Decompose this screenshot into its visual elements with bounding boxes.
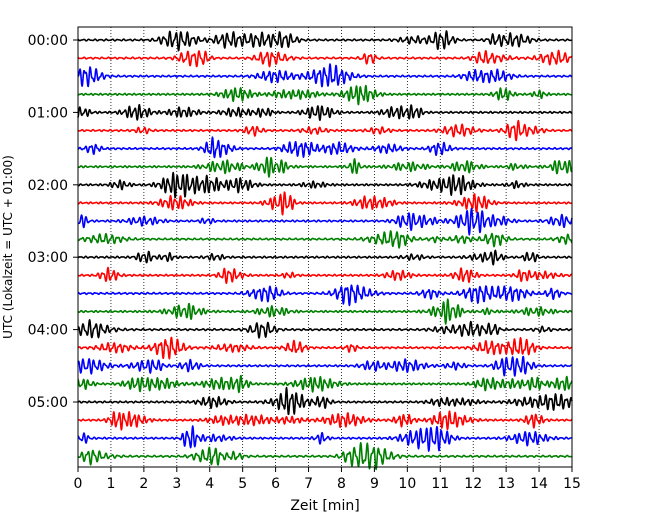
y-axis-label: UTC (Lokalzeit = UTC + 01:00) — [1, 155, 15, 339]
x-tick-label: 4 — [205, 476, 214, 492]
trace-row — [77, 386, 573, 416]
y-axis-ticks: 00:00 01:00 02:00 03:00 04:00 05:00 — [28, 33, 78, 411]
x-tick-label: 12 — [464, 476, 482, 492]
trace-row — [77, 156, 573, 178]
x-tick-label: 13 — [497, 476, 515, 492]
y-tick-label: 03:00 — [28, 250, 68, 266]
trace-row — [77, 336, 573, 360]
trace-row — [77, 442, 573, 471]
trace-row — [77, 171, 573, 199]
trace-row — [77, 103, 573, 121]
trace-row — [77, 119, 573, 142]
seismic-traces — [77, 30, 573, 471]
x-tick-label: 9 — [370, 476, 379, 492]
x-tick-label: 8 — [337, 476, 346, 492]
x-tick-label: 1 — [106, 476, 115, 492]
x-axis-ticks: 0 1 2 3 4 5 6 7 8 9 10 11 12 13 14 15 — [74, 467, 581, 492]
trace-row — [77, 355, 573, 377]
x-tick-label: 3 — [172, 476, 181, 492]
trace-row — [77, 63, 573, 88]
plot-background — [78, 27, 572, 467]
trace-row — [77, 266, 573, 284]
trace-row — [77, 84, 573, 106]
y-tick-label: 01:00 — [28, 105, 68, 121]
trace-row — [77, 374, 573, 394]
trace-row — [77, 136, 573, 159]
trace-row — [77, 230, 573, 249]
trace-row — [77, 49, 573, 68]
x-tick-label: 14 — [530, 476, 548, 492]
trace-row — [77, 425, 573, 452]
x-tick-label: 5 — [238, 476, 247, 492]
trace-row — [77, 207, 573, 236]
plot-frame — [77, 26, 573, 468]
trace-row — [77, 319, 573, 339]
x-tick-label: 10 — [398, 476, 416, 492]
grid-lines — [110, 27, 540, 467]
y-tick-label: 02:00 — [28, 178, 68, 194]
trace-row — [77, 298, 573, 325]
trace-row — [77, 191, 573, 216]
x-tick-label: 2 — [139, 476, 148, 492]
x-tick-label: 6 — [271, 476, 280, 492]
x-axis-label: Zeit [min] — [290, 498, 359, 514]
x-tick-label: 15 — [563, 476, 581, 492]
x-tick-label: 0 — [74, 476, 83, 492]
y-tick-label: 04:00 — [28, 323, 68, 339]
x-tick-label: 7 — [304, 476, 313, 492]
y-tick-label: 05:00 — [28, 395, 68, 411]
x-tick-label: 11 — [431, 476, 449, 492]
trace-row — [77, 249, 573, 266]
y-tick-label: 00:00 — [28, 33, 68, 49]
trace-row — [77, 284, 573, 307]
trace-row — [77, 30, 573, 52]
trace-row — [77, 410, 573, 431]
